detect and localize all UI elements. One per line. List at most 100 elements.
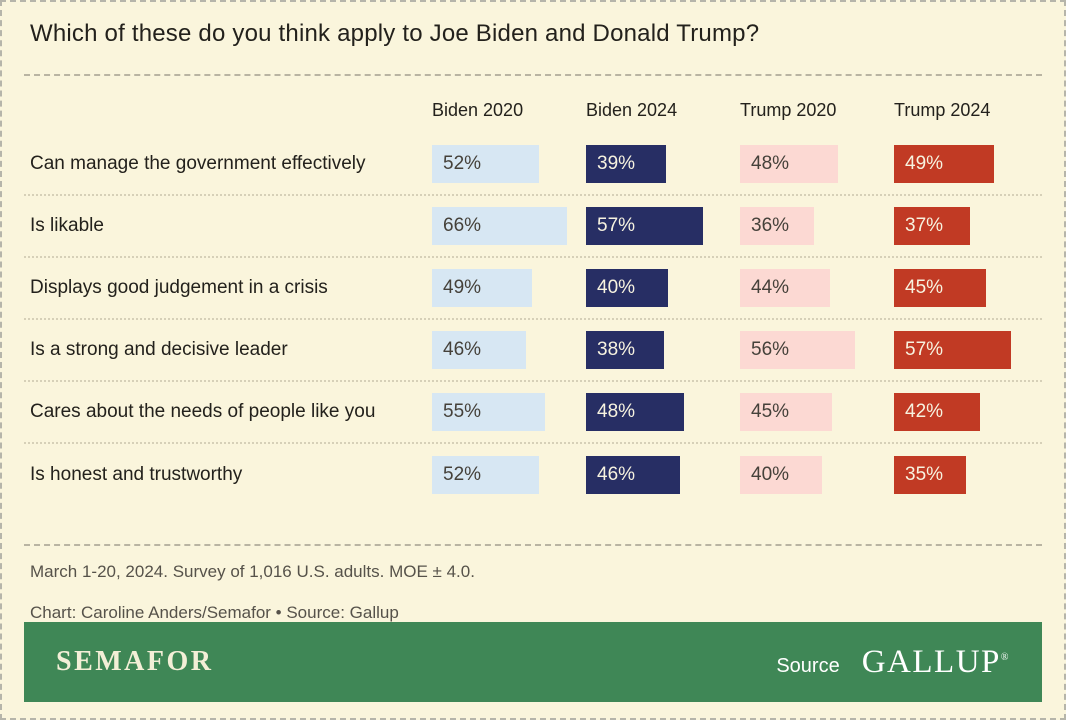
table-row: Cares about the needs of people like you… <box>24 382 1042 444</box>
row-label: Displays good judgement in a crisis <box>30 277 328 298</box>
bar-value: 56% <box>751 339 790 360</box>
page-title: Which of these do you think apply to Joe… <box>30 20 760 47</box>
table-row: Is honest and trustworthy 52% 46% 40% 35… <box>24 444 1042 506</box>
semafor-logo: SEMAFOR <box>56 646 214 677</box>
bar-slot: 49% <box>894 145 1038 183</box>
table-row: Displays good judgement in a crisis 49% … <box>24 258 1042 320</box>
bar-slot: 57% <box>894 331 1038 369</box>
bar-trump-2024: 49% <box>894 145 995 183</box>
bar-trump-2024: 35% <box>894 456 966 494</box>
column-header-trump-2024: Trump 2024 <box>894 100 991 120</box>
bar-trump-2024: 45% <box>894 269 987 307</box>
bar-slot: 55% <box>432 393 586 431</box>
bar-slot: 48% <box>740 145 894 183</box>
bar-slot: 56% <box>740 331 894 369</box>
bar-slot: 52% <box>432 145 586 183</box>
column-header-trump-2020: Trump 2020 <box>740 100 837 120</box>
bar-value: 52% <box>443 153 482 174</box>
source-attribution: Source GALLUP® <box>776 644 1010 681</box>
bar-value: 55% <box>443 401 482 422</box>
bar-value: 49% <box>905 153 944 174</box>
bar-value: 57% <box>597 215 636 236</box>
bar-biden-2020: 55% <box>432 393 545 431</box>
bar-value: 42% <box>905 401 944 422</box>
bar-trump-2020: 36% <box>740 207 814 245</box>
bar-slot: 39% <box>586 145 740 183</box>
bar-slot: 52% <box>432 456 586 494</box>
row-label: Is honest and trustworthy <box>30 464 243 485</box>
table-row: Is likable 66% 57% 36% 37% <box>24 196 1042 258</box>
bar-slot: 44% <box>740 269 894 307</box>
bar-biden-2024: 38% <box>586 331 664 369</box>
bar-trump-2020: 48% <box>740 145 839 183</box>
bar-slot: 38% <box>586 331 740 369</box>
bar-slot: 46% <box>432 331 586 369</box>
bar-value: 45% <box>905 277 944 298</box>
bar-value: 40% <box>597 277 636 298</box>
bar-value: 38% <box>597 339 636 360</box>
bar-biden-2020: 66% <box>432 207 568 245</box>
bar-trump-2020: 45% <box>740 393 833 431</box>
bar-biden-2024: 48% <box>586 393 685 431</box>
bar-value: 57% <box>905 339 944 360</box>
table-row: Can manage the government effectively 52… <box>24 134 1042 196</box>
bar-value: 52% <box>443 464 482 485</box>
bar-value: 48% <box>751 153 790 174</box>
bar-biden-2024: 40% <box>586 269 668 307</box>
bar-trump-2020: 44% <box>740 269 831 307</box>
bar-slot: 45% <box>894 269 1038 307</box>
bar-slot: 36% <box>740 207 894 245</box>
bar-value: 46% <box>597 464 636 485</box>
bar-slot: 57% <box>586 207 740 245</box>
column-header-row: Biden 2020 Biden 2024 Trump 2020 Trump 2… <box>24 100 1042 134</box>
bar-slot: 35% <box>894 456 1038 494</box>
bar-value: 39% <box>597 153 636 174</box>
bar-biden-2020: 52% <box>432 145 539 183</box>
bar-value: 48% <box>597 401 636 422</box>
credit-note: Chart: Caroline Anders/Semafor • Source:… <box>30 603 399 622</box>
bar-value: 36% <box>751 215 790 236</box>
bar-biden-2024: 57% <box>586 207 703 245</box>
source-label: Source <box>776 654 840 677</box>
bar-trump-2020: 40% <box>740 456 822 494</box>
bar-value: 66% <box>443 215 482 236</box>
bar-trump-2020: 56% <box>740 331 855 369</box>
bar-slot: 40% <box>740 456 894 494</box>
title-separator <box>24 74 1042 76</box>
bar-slot: 48% <box>586 393 740 431</box>
bar-biden-2024: 46% <box>586 456 681 494</box>
bar-value: 37% <box>905 215 944 236</box>
bar-slot: 40% <box>586 269 740 307</box>
bar-biden-2024: 39% <box>586 145 666 183</box>
bar-trump-2024: 57% <box>894 331 1011 369</box>
bar-trump-2024: 42% <box>894 393 981 431</box>
methodology-note: March 1-20, 2024. Survey of 1,016 U.S. a… <box>30 562 475 581</box>
column-header-biden-2024: Biden 2024 <box>586 100 678 120</box>
bar-biden-2020: 46% <box>432 331 527 369</box>
bar-slot: 66% <box>432 207 586 245</box>
bar-value: 40% <box>751 464 790 485</box>
gallup-logo: GALLUP® <box>861 643 1010 680</box>
bar-slot: 37% <box>894 207 1038 245</box>
registered-trademark-icon: ® <box>1000 651 1010 663</box>
bar-slot: 49% <box>432 269 586 307</box>
bar-slot: 42% <box>894 393 1038 431</box>
chart-content: Which of these do you think apply to Joe… <box>2 2 1064 623</box>
bar-trump-2024: 37% <box>894 207 970 245</box>
brand-footer-bar: SEMAFOR Source GALLUP® <box>24 622 1042 702</box>
row-label: Cares about the needs of people like you <box>30 401 376 422</box>
poll-table: Biden 2020 Biden 2024 Trump 2020 Trump 2… <box>24 100 1042 506</box>
row-label: Is a strong and decisive leader <box>30 339 288 360</box>
bar-value: 45% <box>751 401 790 422</box>
bar-value: 44% <box>751 277 790 298</box>
row-label: Can manage the government effectively <box>30 153 366 174</box>
bar-biden-2020: 52% <box>432 456 539 494</box>
bar-slot: 45% <box>740 393 894 431</box>
table-row: Is a strong and decisive leader 46% 38% … <box>24 320 1042 382</box>
row-label: Is likable <box>30 215 104 236</box>
bar-slot: 46% <box>586 456 740 494</box>
footer-separator <box>24 544 1042 546</box>
bar-value: 49% <box>443 277 482 298</box>
bar-biden-2020: 49% <box>432 269 533 307</box>
